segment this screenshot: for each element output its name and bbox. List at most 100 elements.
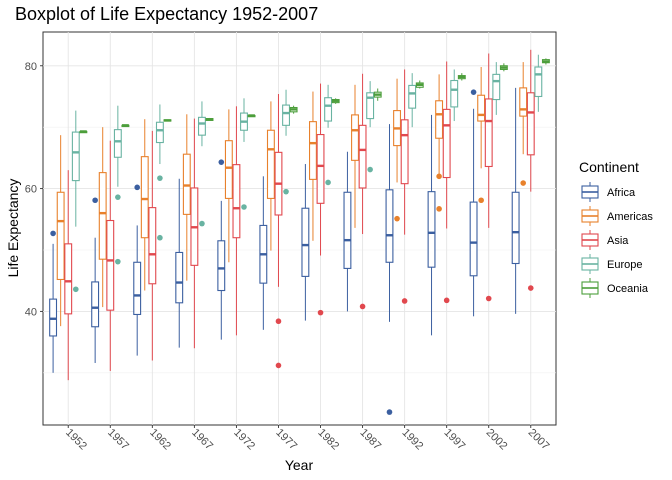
- box-asia-1952: [64, 170, 73, 381]
- box-americas-1967: [182, 114, 191, 281]
- box-europe-1972: [240, 98, 248, 210]
- outlier-point: [325, 179, 331, 186]
- box-body: [469, 201, 478, 277]
- box-body: [385, 189, 394, 263]
- legend-item-asia: Asia: [581, 230, 629, 250]
- x-tick-label: 2007: [526, 427, 552, 453]
- box-africa-1972: [217, 159, 226, 340]
- box-americas-1982: [308, 91, 317, 241]
- box-body: [484, 98, 493, 168]
- x-tick-label: 1952: [63, 427, 89, 453]
- box-americas-2002: [477, 67, 486, 204]
- outlier-point: [317, 309, 324, 316]
- box-body: [182, 153, 191, 215]
- outlier-point: [115, 258, 121, 265]
- box-oceania-1992: [415, 80, 424, 89]
- box-body: [492, 73, 501, 101]
- legend-title: Continent: [579, 159, 639, 175]
- outlier-point: [218, 159, 225, 165]
- box-body: [534, 66, 543, 98]
- box-body: [197, 116, 206, 136]
- legend-label: Americas: [607, 211, 653, 223]
- box-body: [435, 100, 444, 139]
- outlier-point: [157, 175, 163, 181]
- outlier-point: [386, 409, 393, 415]
- legend-item-africa: Africa: [581, 182, 636, 202]
- box-body: [155, 121, 164, 144]
- outlier-point: [367, 166, 373, 173]
- x-axis-title: Year: [285, 457, 314, 473]
- outlier-point: [275, 318, 282, 325]
- box-europe-2007: [534, 54, 543, 112]
- outlier-point: [520, 180, 527, 186]
- x-tick-label: 2002: [484, 427, 510, 453]
- box-asia-1977: [274, 94, 283, 369]
- box-body: [113, 129, 122, 158]
- box-body: [91, 281, 100, 328]
- outlier-point: [485, 295, 492, 302]
- y-tick-label: 80: [25, 61, 37, 73]
- outlier-point: [527, 285, 534, 291]
- legend-label: Africa: [607, 187, 636, 199]
- box-body: [316, 133, 325, 204]
- box-body: [301, 207, 310, 277]
- box-asia-1972: [232, 106, 241, 336]
- box-europe-2002: [492, 62, 501, 115]
- outlier-point: [72, 286, 79, 293]
- box-body: [49, 298, 58, 337]
- outlier-point: [359, 303, 366, 310]
- outlier-point: [394, 215, 400, 222]
- box-body: [71, 131, 80, 182]
- x-tick-label: 1957: [105, 427, 131, 453]
- box-europe-1967: [197, 101, 206, 227]
- box-africa-1967: [175, 178, 184, 348]
- y-axis-title: Life Expectancy: [5, 179, 21, 278]
- box-americas-1987: [351, 84, 359, 228]
- box-africa-2002: [469, 89, 478, 317]
- box-asia-1957: [106, 140, 115, 371]
- box-africa-1997: [427, 114, 436, 336]
- box-body: [266, 129, 275, 199]
- box-body: [56, 191, 65, 281]
- box-asia-1992: [400, 69, 409, 304]
- outlier-point: [92, 197, 98, 204]
- box-africa-2007: [511, 87, 520, 314]
- outlier-point: [436, 173, 442, 180]
- box-body: [427, 191, 436, 268]
- box-africa-1977: [259, 176, 268, 330]
- x-tick-label: 1992: [400, 427, 426, 453]
- box-oceania-1977: [289, 105, 298, 114]
- box-europe-1952: [71, 110, 80, 293]
- legend-item-americas: Americas: [581, 206, 653, 226]
- box-americas-1972: [224, 109, 233, 263]
- x-tick-label: 1977: [273, 427, 299, 453]
- box-americas-1997: [435, 74, 444, 212]
- box-asia-2007: [526, 49, 535, 291]
- box-americas-1952: [56, 135, 65, 327]
- box-africa-1987: [343, 151, 352, 312]
- box-africa-1992: [385, 124, 394, 415]
- box-body: [224, 140, 233, 199]
- box-body: [400, 119, 409, 185]
- box-oceania-1957: [121, 124, 130, 128]
- box-asia-1987: [358, 73, 367, 310]
- box-body: [217, 240, 226, 292]
- box-europe-1992: [408, 73, 417, 128]
- legend-label: Asia: [607, 235, 629, 247]
- y-tick-label: 40: [25, 306, 37, 318]
- box-body: [106, 219, 115, 311]
- box-body: [308, 121, 317, 180]
- box-africa-1982: [301, 164, 310, 321]
- box-africa-1957: [91, 197, 100, 363]
- box-body: [511, 191, 520, 265]
- box-americas-1992: [393, 78, 402, 222]
- box-body: [98, 172, 107, 260]
- legend-label: Oceania: [607, 283, 649, 295]
- outlier-point: [401, 298, 408, 304]
- box-asia-1962: [148, 130, 157, 361]
- box-body: [232, 164, 241, 239]
- box-asia-1982: [316, 83, 325, 316]
- box-oceania-1962: [163, 119, 172, 122]
- box-asia-2002: [484, 53, 493, 302]
